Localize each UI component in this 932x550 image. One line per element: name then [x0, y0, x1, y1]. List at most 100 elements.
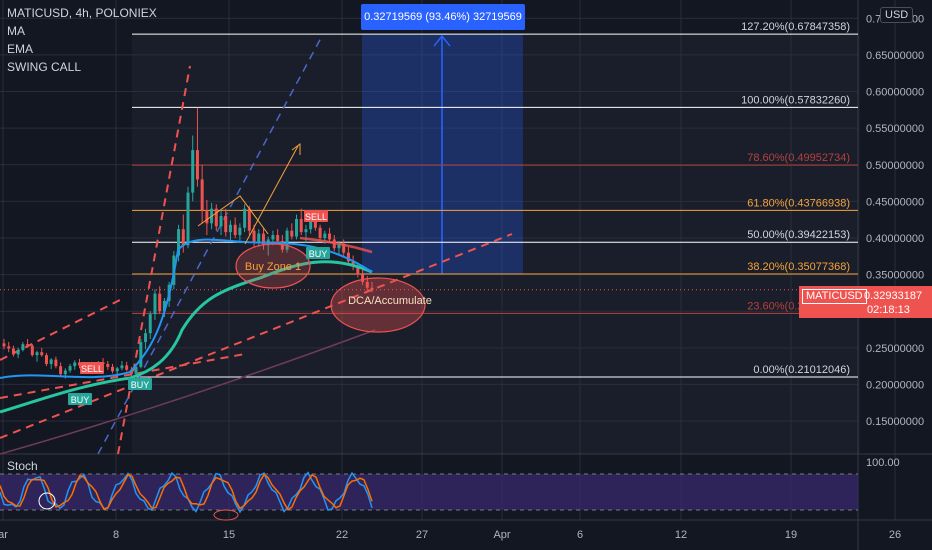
candle-body [205, 210, 209, 224]
candle-body [309, 220, 313, 230]
x-tick-label: 27 [416, 529, 428, 541]
stoch-d-line [0, 473, 373, 511]
candle-body [35, 352, 39, 356]
candle-body [243, 208, 247, 228]
price-tag-price: 0.32933187 [864, 290, 923, 302]
y-tick-label: 0.35000000 [866, 270, 924, 282]
trendline-blue [97, 35, 323, 455]
candle-body [186, 192, 190, 246]
y-tick-label: 0.60000000 [866, 87, 924, 99]
signal-tag [128, 378, 152, 390]
fib-level-label: 127.20%(0.67847358) [741, 21, 850, 33]
x-tick-label: 12 [675, 529, 687, 541]
candle-body [134, 366, 138, 375]
fib-level-label: 61.80%(0.43766938) [747, 197, 850, 209]
candle-body [356, 265, 360, 275]
ma-long [0, 329, 376, 455]
projection-arrow-1-head [291, 143, 301, 155]
stoch-band [0, 474, 858, 510]
price-tag-symbol: MATICUSD [802, 289, 867, 304]
candle-body [49, 359, 53, 364]
stoch-legend[interactable]: Stoch [7, 459, 38, 473]
candle-body [365, 281, 369, 288]
currency-selector[interactable]: USD [880, 7, 914, 23]
candle-body [30, 345, 34, 356]
candle-body [153, 293, 157, 315]
long-position-arrow-head [433, 34, 451, 47]
dca-label: DCA/Accumulate [348, 295, 432, 307]
candle-body [351, 261, 355, 266]
candle-body [252, 230, 256, 243]
candle-body [73, 362, 77, 367]
candle-body [261, 233, 265, 246]
candle-body [280, 240, 284, 250]
dca-ellipse [330, 277, 426, 333]
position-target-label: 0.32719569 (93.46%) 32719569 [361, 4, 525, 30]
legend-title[interactable]: MATICUSD, 4h, POLONIEX [7, 6, 157, 20]
stoch-tick-label: 100.00 [866, 457, 900, 469]
candle-body [11, 348, 15, 355]
candle-body [214, 208, 218, 227]
candle-body [59, 366, 63, 375]
candle-body [54, 359, 58, 367]
candle-body [238, 227, 242, 236]
stoch-k-line [0, 471, 373, 514]
candle-body [219, 216, 223, 227]
candle-body [191, 150, 195, 193]
candle-body [40, 352, 44, 356]
candle-body [111, 366, 115, 372]
candle-body [342, 243, 346, 253]
candle-body [106, 363, 110, 367]
fib-level-label: 78.60%(0.49952734) [747, 152, 850, 164]
y-tick-label: 0.40000000 [866, 233, 924, 245]
y-tick-label: 0.65000000 [866, 50, 924, 62]
legend-indicator-ema[interactable]: EMA [7, 42, 34, 56]
candle-body [63, 370, 67, 375]
y-tick-label: 0.20000000 [866, 379, 924, 391]
fib-level-label: 38.20%(0.35077368) [747, 261, 850, 273]
candle-body [257, 233, 261, 243]
legend-indicator-swing-call[interactable]: SWING CALL [7, 60, 82, 74]
candle-body [228, 224, 232, 233]
x-tick-label: 26 [889, 529, 901, 541]
candle-body [129, 369, 133, 375]
y-tick-label: 0.55000000 [866, 123, 924, 135]
current-price-tag: MATICUSD 0.32933187 02:18:13 [799, 286, 932, 318]
candle-body [139, 341, 143, 367]
ma-red-segment [299, 236, 373, 254]
signal-tag [304, 210, 328, 222]
x-tick-label: 8 [113, 529, 119, 541]
candle-body [200, 179, 204, 211]
x-tick-label: Apr [493, 529, 510, 541]
candle-body [299, 218, 303, 233]
y-tick-label: 0.50000000 [866, 160, 924, 172]
stoch-circle [38, 492, 56, 510]
candle-body [337, 243, 341, 249]
candle-body [313, 220, 317, 228]
signal-tag-label: BUY [131, 380, 150, 390]
projection-arrow-1 [244, 145, 299, 245]
candle-body [361, 274, 365, 282]
candle-body [125, 365, 129, 370]
fib-level-label: 50.00%(0.39422153) [747, 229, 850, 241]
trendline-parabolic [117, 65, 191, 455]
chart-legend: MATICUSD, 4h, POLONIEX MA EMA SWING CALL [7, 4, 157, 76]
candle-body [162, 300, 166, 312]
signal-tag-label: SELL [305, 212, 327, 222]
candle-body [2, 343, 6, 347]
signal-tag [80, 362, 104, 374]
candle-body [247, 208, 251, 231]
x-tick-label: 19 [785, 529, 797, 541]
ema-line [0, 260, 373, 414]
candle-body [181, 229, 185, 246]
legend-indicator-ma[interactable]: MA [7, 24, 25, 38]
candle-body [304, 229, 308, 233]
x-tick-label: 22 [336, 529, 348, 541]
signal-tag [68, 393, 92, 405]
buy-zone-ellipse [235, 243, 311, 289]
y-tick-label: 0.25000000 [866, 343, 924, 355]
signal-tag-label: BUY [71, 395, 90, 405]
candle-body [148, 314, 152, 334]
candle-body [158, 293, 162, 312]
